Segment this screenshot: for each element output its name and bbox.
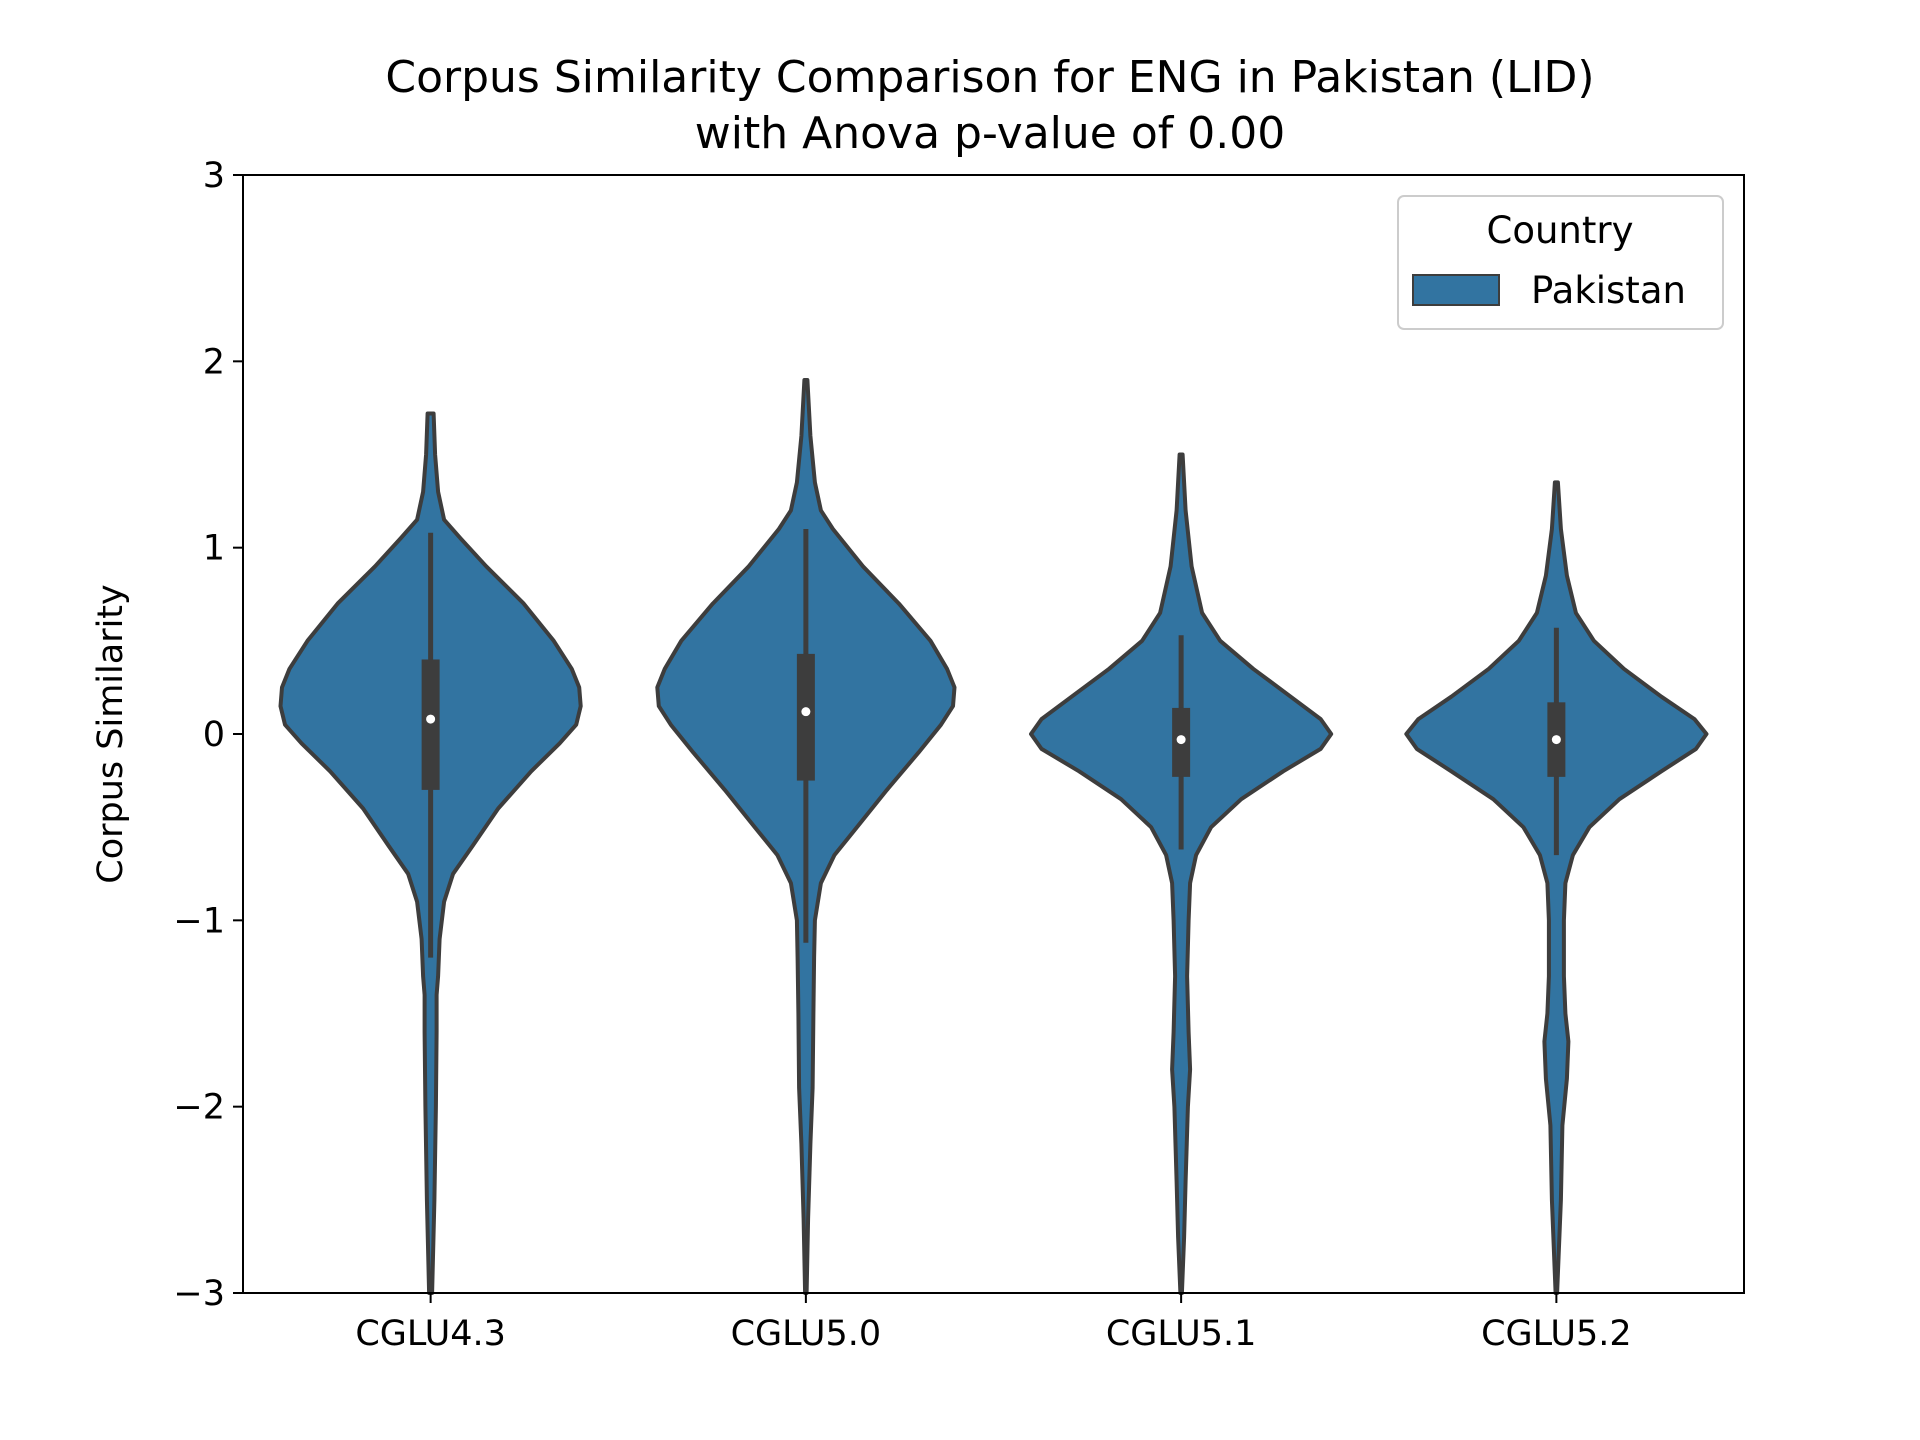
violin-cglu5-1 xyxy=(1029,452,1334,1295)
legend-title: Country xyxy=(1487,209,1634,252)
x-tick-label: CGLU5.1 xyxy=(1106,1314,1257,1354)
violin-iqr-box xyxy=(796,653,815,781)
chart-title-line-2: with Anova p-value of 0.00 xyxy=(695,108,1285,159)
violin-median-dot xyxy=(426,714,436,724)
violin-median-dot xyxy=(801,707,811,717)
violin-cglu5-2 xyxy=(1404,480,1709,1295)
legend: Country Pakistan xyxy=(1397,195,1724,330)
y-axis-label: Corpus Similarity xyxy=(91,584,131,883)
violin-median-dot xyxy=(1176,735,1186,745)
y-axis-ticks: −3 −2 −1 0 1 2 3 xyxy=(173,156,243,1314)
x-tick-label: CGLU4.3 xyxy=(355,1314,506,1354)
y-tick-label: 0 xyxy=(203,715,225,755)
legend-label-pakistan: Pakistan xyxy=(1531,269,1686,312)
violin-median-dot xyxy=(1551,735,1561,745)
x-axis-ticks: CGLU4.3 CGLU5.0 CGLU5.1 CGLU5.2 xyxy=(355,1293,1632,1354)
chart-title: Corpus Similarity Comparison for ENG in … xyxy=(385,52,1594,159)
violin-iqr-box xyxy=(421,659,440,790)
chart-title-line-1: Corpus Similarity Comparison for ENG in … xyxy=(385,52,1594,103)
violins-layer xyxy=(278,378,1709,1295)
y-tick-label: −3 xyxy=(173,1274,225,1314)
x-tick-label: CGLU5.0 xyxy=(731,1314,882,1354)
y-tick-label: −2 xyxy=(173,1088,225,1128)
y-tick-label: 2 xyxy=(203,342,225,382)
legend-swatch-pakistan xyxy=(1412,274,1500,306)
y-tick-label: 3 xyxy=(203,156,225,196)
y-tick-label: −1 xyxy=(173,901,225,941)
x-tick-label: CGLU5.2 xyxy=(1481,1314,1632,1354)
y-tick-label: 1 xyxy=(203,529,225,569)
